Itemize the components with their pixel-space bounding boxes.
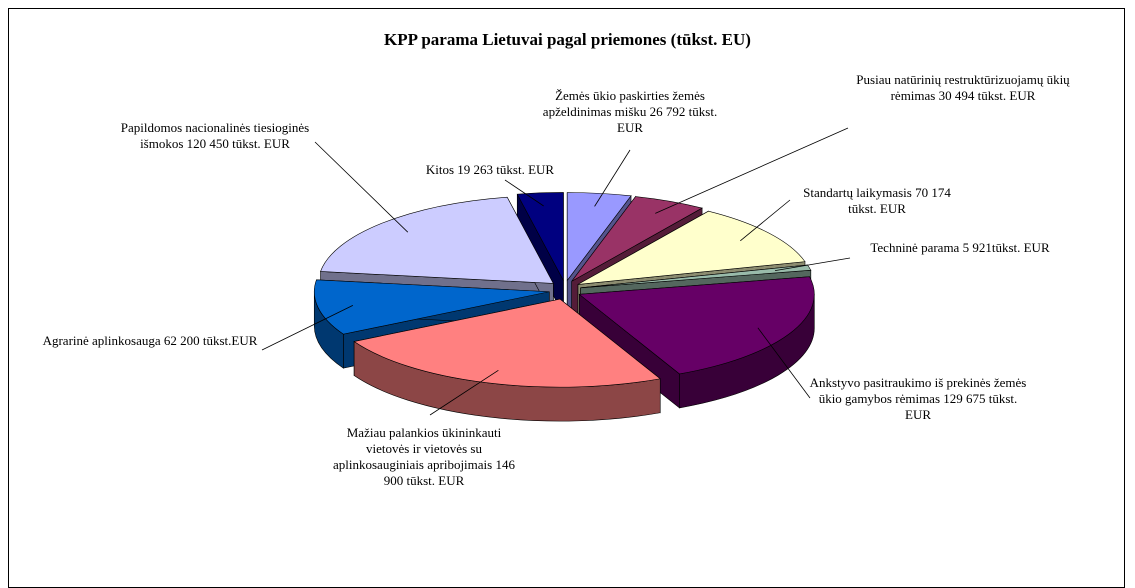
chart [261,127,851,422]
leader-line [314,141,409,233]
slice [516,192,564,281]
data-label: Ankstyvo pasitraukimo iš prekinės žemės … [809,375,1027,422]
leader-line [504,179,544,207]
data-label: Pusiau natūrinių restruktūrizuojamų ūkių… [856,72,1070,103]
leader-line [261,305,354,351]
leader-line [594,149,631,207]
slice [578,276,815,375]
chart-title: KPP parama Lietuvai pagal priemones (tūk… [384,30,751,49]
data-label: Standartų laikymasis 70 174 tūkst. EUR [803,185,951,216]
leader-line [774,257,851,272]
page: KPP parama Lietuvai pagal priemones (tūk… [8,8,1125,588]
data-label: Mažiau palankios ūkininkauti vietovės ir… [333,425,515,488]
data-label: Papildomos nacionalinės tiesioginės išmo… [120,120,310,151]
slice [353,298,661,388]
slice [320,196,554,284]
data-label: Agrarinė aplinkosauga 62 200 tūkst.EUR [42,333,258,348]
slice [571,196,703,282]
data-label: Techninė parama 5 921tūkst. EUR [870,240,1050,255]
leader-line [740,199,791,242]
leader-line [757,327,811,399]
slice [314,279,550,335]
slice [577,210,806,285]
leader-line [655,127,849,214]
data-label: Kitos 19 263 tūkst. EUR [425,162,555,177]
slice [566,192,632,282]
leader-line [429,369,499,416]
data-label: Žemės ūkio paskirties žemės apželdinimas… [542,88,718,135]
